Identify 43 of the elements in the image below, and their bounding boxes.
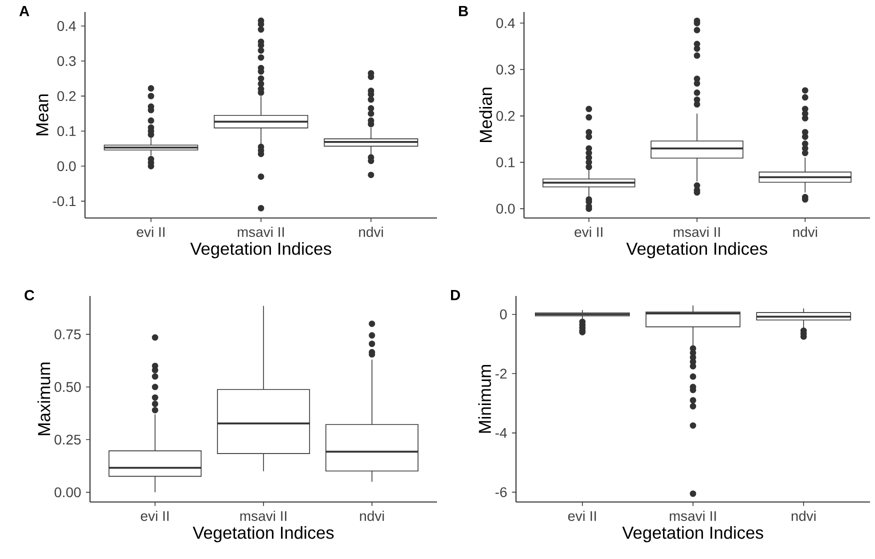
chart-title: A xyxy=(19,6,30,16)
x-tick-label: msavi II xyxy=(238,226,284,237)
x-tick-label: evi II xyxy=(136,226,164,237)
chart-title: D xyxy=(451,290,460,300)
y-tick-label: 0.3 xyxy=(57,56,76,66)
y-tick-label: 0.2 xyxy=(57,91,76,102)
chart-title: B xyxy=(459,6,468,16)
y-tick-label: 0.4 xyxy=(57,21,76,31)
x-tick-label: msavi II xyxy=(240,510,286,521)
y-tick-label: 0.2 xyxy=(496,110,515,121)
y-axis-title: Maximum xyxy=(37,362,50,436)
y-axis-title: Mean xyxy=(36,94,48,136)
y-tick-label: 0.25 xyxy=(54,434,81,445)
x-axis-title: Vegetation Indices xyxy=(192,526,334,542)
y-tick-label: -0.1 xyxy=(52,196,76,206)
y-tick-label: 0.4 xyxy=(496,18,515,28)
y-tick-label: 0.00 xyxy=(54,487,81,498)
y-tick-label: -4 xyxy=(495,428,507,438)
x-tick-label: evi II xyxy=(140,510,169,521)
x-tick-label: evi II xyxy=(568,510,596,521)
x-axis-title: Vegetation Indices xyxy=(190,242,332,258)
y-tick-label: -2 xyxy=(495,368,507,379)
x-tick-label: ndvi xyxy=(793,226,818,237)
y-tick-label: 0.1 xyxy=(496,157,515,168)
x-axis-title: Vegetation Indices xyxy=(626,242,768,258)
y-axis-title: Minimum xyxy=(478,364,492,433)
x-tick-label: ndvi xyxy=(359,226,383,237)
y-tick-label: 0 xyxy=(500,309,507,320)
y-axis-title: Median xyxy=(479,88,492,142)
x-tick-label: msavi II xyxy=(670,510,716,521)
y-tick-label: 0.0 xyxy=(57,161,76,172)
y-tick-label: -6 xyxy=(495,487,507,498)
y-tick-label: 0.0 xyxy=(496,204,515,214)
y-tick-label: 0.75 xyxy=(54,329,81,340)
y-tick-label: 0.1 xyxy=(57,126,76,136)
x-tick-label: evi II xyxy=(574,226,602,237)
x-tick-label: ndvi xyxy=(360,510,384,521)
x-tick-label: ndvi xyxy=(792,510,816,521)
y-tick-label: 0.50 xyxy=(54,382,81,392)
x-axis-title: Vegetation Indices xyxy=(622,526,764,542)
chart-title: C xyxy=(24,290,34,300)
x-tick-label: msavi II xyxy=(674,226,720,237)
y-tick-label: 0.3 xyxy=(496,64,515,74)
